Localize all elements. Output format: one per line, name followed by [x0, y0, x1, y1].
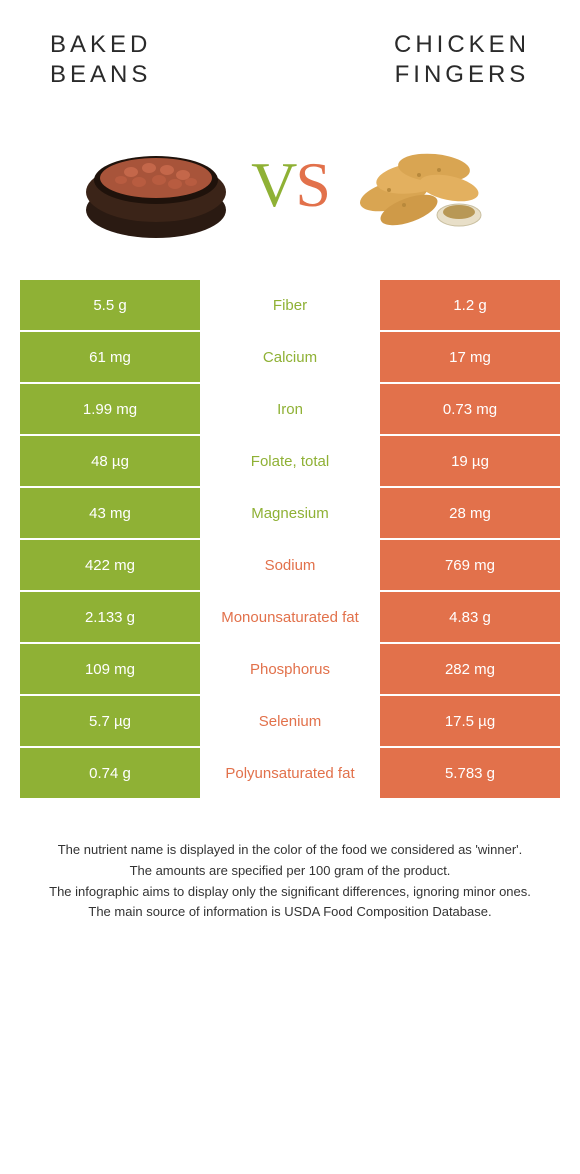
nutrient-value-right: 17 mg: [380, 332, 560, 382]
nutrient-value-right: 28 mg: [380, 488, 560, 538]
nutrient-label: Magnesium: [200, 488, 380, 538]
food-title-left: BAKED BEANS: [50, 30, 151, 90]
nutrient-label: Iron: [200, 384, 380, 434]
vs-s: S: [295, 149, 329, 220]
nutrient-value-left: 2.133 g: [20, 592, 200, 642]
nutrient-row: 1.99 mgIron0.73 mg: [20, 384, 560, 436]
nutrient-label: Polyunsaturated fat: [200, 748, 380, 798]
footnote-line: The infographic aims to display only the…: [40, 882, 540, 903]
nutrient-value-right: 282 mg: [380, 644, 560, 694]
nutrient-row: 5.5 gFiber1.2 g: [20, 280, 560, 332]
vs-v: V: [251, 149, 295, 220]
nutrient-value-left: 5.5 g: [20, 280, 200, 330]
baked-beans-icon: [71, 120, 241, 250]
food-image-left: [71, 120, 241, 250]
food-left-line1: BAKED: [50, 31, 151, 58]
nutrient-value-left: 0.74 g: [20, 748, 200, 798]
nutrient-label: Phosphorus: [200, 644, 380, 694]
vs-row: VS: [0, 100, 580, 280]
nutrient-value-left: 109 mg: [20, 644, 200, 694]
nutrient-value-right: 769 mg: [380, 540, 560, 590]
food-title-right: CHICKEN FINGERS: [394, 30, 530, 90]
nutrient-row: 61 mgCalcium17 mg: [20, 332, 560, 384]
header-titles: BAKED BEANS CHICKEN FINGERS: [0, 0, 580, 100]
food-left-line2: BEANS: [50, 61, 151, 88]
nutrient-value-right: 0.73 mg: [380, 384, 560, 434]
nutrient-row: 109 mgPhosphorus282 mg: [20, 644, 560, 696]
nutrient-table: 5.5 gFiber1.2 g61 mgCalcium17 mg1.99 mgI…: [20, 280, 560, 800]
nutrient-label: Calcium: [200, 332, 380, 382]
nutrient-value-left: 5.7 µg: [20, 696, 200, 746]
nutrient-value-left: 422 mg: [20, 540, 200, 590]
nutrient-label: Sodium: [200, 540, 380, 590]
nutrient-label: Fiber: [200, 280, 380, 330]
food-right-line1: CHICKEN: [394, 31, 530, 58]
nutrient-label: Folate, total: [200, 436, 380, 486]
footnote-line: The main source of information is USDA F…: [40, 902, 540, 923]
nutrient-row: 2.133 gMonounsaturated fat4.83 g: [20, 592, 560, 644]
nutrient-value-left: 48 µg: [20, 436, 200, 486]
food-right-line2: FINGERS: [395, 61, 530, 88]
vs-label: VS: [251, 148, 329, 222]
nutrient-value-right: 5.783 g: [380, 748, 560, 798]
nutrient-row: 48 µgFolate, total19 µg: [20, 436, 560, 488]
nutrient-row: 422 mgSodium769 mg: [20, 540, 560, 592]
chicken-fingers-icon: [339, 120, 509, 250]
nutrient-value-right: 19 µg: [380, 436, 560, 486]
food-image-right: [339, 120, 509, 250]
nutrient-value-left: 43 mg: [20, 488, 200, 538]
nutrient-value-right: 4.83 g: [380, 592, 560, 642]
nutrient-value-left: 61 mg: [20, 332, 200, 382]
nutrient-row: 43 mgMagnesium28 mg: [20, 488, 560, 540]
footnote-line: The amounts are specified per 100 gram o…: [40, 861, 540, 882]
nutrient-label: Selenium: [200, 696, 380, 746]
footnotes: The nutrient name is displayed in the co…: [0, 800, 580, 953]
nutrient-row: 0.74 gPolyunsaturated fat5.783 g: [20, 748, 560, 800]
nutrient-value-right: 1.2 g: [380, 280, 560, 330]
nutrient-value-left: 1.99 mg: [20, 384, 200, 434]
nutrient-row: 5.7 µgSelenium17.5 µg: [20, 696, 560, 748]
nutrient-label: Monounsaturated fat: [200, 592, 380, 642]
infographic-container: BAKED BEANS CHICKEN FINGERS: [0, 0, 580, 953]
nutrient-value-right: 17.5 µg: [380, 696, 560, 746]
footnote-line: The nutrient name is displayed in the co…: [40, 840, 540, 861]
